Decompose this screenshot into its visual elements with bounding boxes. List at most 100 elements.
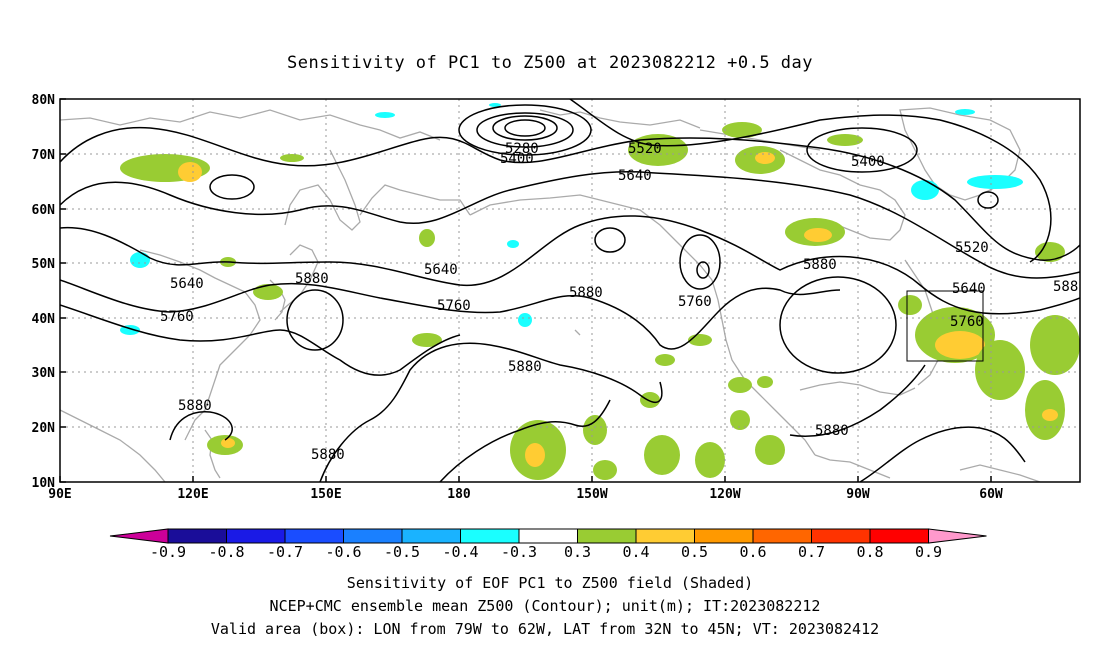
positive-patch — [728, 377, 752, 393]
positive-patch — [695, 442, 725, 478]
colorbar-cell — [811, 528, 871, 544]
lat-label: 10N — [32, 476, 56, 491]
colorbar-cell — [577, 528, 637, 544]
colorbar-cell — [401, 528, 461, 544]
contour-label: 5640 — [952, 281, 986, 297]
caption-line: Valid area (box): LON from 79W to 62W, L… — [211, 620, 879, 638]
positive-patch — [640, 392, 660, 408]
positive-patch — [827, 134, 863, 146]
positive-patch — [583, 415, 607, 445]
contour-line — [806, 127, 918, 173]
colorbar-label: 0.4 — [622, 543, 649, 561]
map-frame — [59, 98, 1081, 483]
lon-label: 150W — [576, 487, 607, 502]
lat-label: 80N — [32, 93, 56, 108]
colorbar-cell — [226, 528, 286, 544]
contour-line — [476, 112, 574, 148]
contour-label: 5880 — [508, 359, 542, 375]
contour-line — [679, 234, 721, 290]
positive-high-patch — [221, 438, 235, 448]
lon-label: 150E — [310, 487, 341, 502]
colorbar-label: 0.5 — [681, 543, 708, 561]
contour-label: 5880 — [815, 423, 849, 439]
negative-patch — [375, 112, 395, 118]
lat-axis: 80N 70N 60N 50N 40N 30N 20N 10N — [32, 93, 66, 491]
positive-patch — [412, 333, 442, 347]
positive-patch — [755, 435, 785, 465]
colorbar-label: 0.3 — [564, 543, 591, 561]
negative-patch — [967, 175, 1023, 189]
lon-label: 60W — [979, 487, 1003, 502]
positive-patch — [1030, 315, 1080, 375]
colorbar-high-triangle — [928, 528, 987, 544]
negative-patch — [507, 240, 519, 248]
contour-line — [594, 227, 626, 253]
negative-patch — [130, 252, 150, 268]
contour-line — [169, 411, 233, 441]
colorbar-cell — [343, 528, 403, 544]
contour-line — [60, 126, 1080, 261]
contour-label: 5880 — [178, 398, 212, 414]
positive-patch — [730, 410, 750, 430]
negative-patch — [955, 109, 975, 115]
colorbar-label: 0.7 — [798, 543, 825, 561]
contour-label: 5640 — [170, 276, 204, 292]
contour-line — [492, 115, 558, 141]
positive-patch — [1025, 380, 1065, 440]
lon-label: 120E — [177, 487, 208, 502]
lon-axis: 90E 120E 150E 180 150W 120W 90W 60W — [48, 476, 1003, 502]
figure-title: Sensitivity of PC1 to Z500 at 2023082212… — [287, 53, 813, 73]
caption-line: Sensitivity of EOF PC1 to Z500 field (Sh… — [347, 574, 753, 592]
positive-high-patch — [935, 331, 985, 359]
contour-line — [789, 364, 926, 437]
colorbar-cell — [869, 528, 929, 544]
contour-line — [286, 289, 344, 351]
contour-line — [60, 279, 841, 350]
positive-high-patch — [804, 228, 832, 242]
colorbar-label: -0.5 — [384, 543, 420, 561]
colorbar-label: 0.6 — [739, 543, 766, 561]
colorbar: -0.9 -0.8 -0.7 -0.6 -0.5 -0.4 -0.3 0.3 0.4 0.5 0.6… — [109, 528, 987, 561]
positive-patch — [722, 122, 762, 138]
positive-patch — [628, 134, 688, 166]
contour-line — [60, 215, 1080, 315]
positive-patch — [253, 284, 283, 300]
positive-patch — [644, 435, 680, 475]
positive-patch — [419, 229, 435, 247]
contour-label: 5760 — [950, 314, 984, 330]
positive-patch — [1035, 242, 1065, 262]
colorbar-low-triangle — [109, 528, 169, 544]
negative-patch — [489, 103, 501, 107]
lat-lon-grid — [60, 99, 1080, 482]
shaded-sensitivity — [120, 103, 1080, 480]
contour-label: 5520 — [628, 141, 662, 157]
contour-label: 588 — [1053, 279, 1078, 295]
contour-line — [319, 342, 663, 482]
negative-patch — [518, 313, 532, 327]
map-area: 5280 5400 5520 5640 5400 5520 5640 5760 … — [60, 99, 1080, 482]
positive-patch — [280, 154, 304, 162]
lat-label: 30N — [32, 366, 56, 381]
lon-label: 90E — [48, 487, 71, 502]
colorbar-cell — [167, 528, 227, 544]
contour-line — [859, 426, 1026, 482]
negative-patch — [911, 180, 939, 200]
valid-area-box — [906, 290, 984, 362]
positive-high-patch — [525, 443, 545, 467]
colorbar-label: -0.9 — [150, 543, 186, 561]
contour-labels: 5280 5400 5520 5640 5400 5520 5640 5760 … — [160, 141, 1078, 463]
contour-label: 5400 — [851, 154, 885, 170]
contour-label: 5880 — [569, 285, 603, 301]
colorbar-label: -0.4 — [442, 543, 478, 561]
contour-line — [209, 174, 255, 200]
colorbar-label: -0.3 — [501, 543, 537, 561]
contour-line — [504, 119, 546, 137]
positive-patch — [757, 376, 773, 388]
contour-line — [439, 399, 611, 482]
contour-label: 5520 — [955, 240, 989, 256]
lat-label: 50N — [32, 257, 56, 272]
contour-label: 5280 — [505, 141, 539, 157]
contour-label: 5640 — [424, 262, 458, 278]
positive-patch — [655, 354, 675, 366]
